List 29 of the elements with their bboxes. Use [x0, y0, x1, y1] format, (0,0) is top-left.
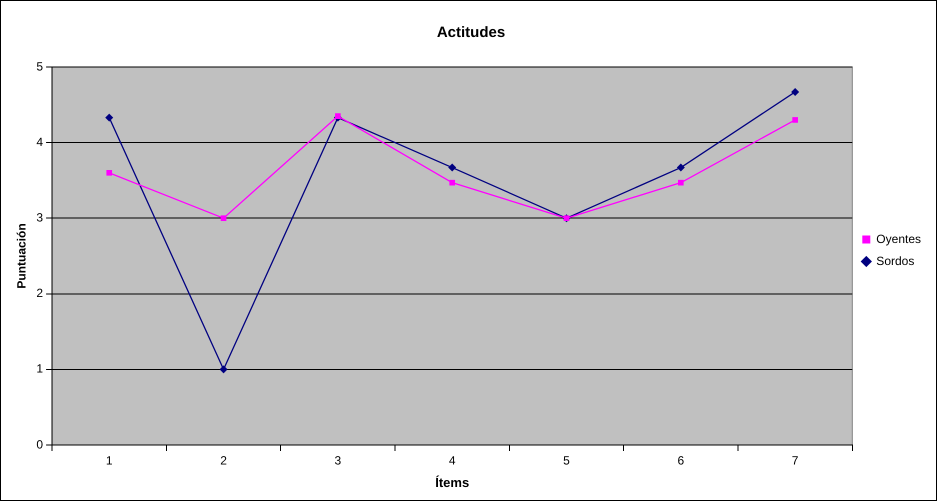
x-axis-title: Ítems	[435, 474, 470, 490]
y-tick-label: 5	[36, 59, 44, 74]
x-tick-label: 4	[448, 454, 456, 468]
point	[676, 164, 685, 172]
x-tick-label: 7	[792, 454, 799, 468]
y-tick-label: 1	[36, 362, 44, 376]
point	[220, 365, 228, 374]
point	[106, 170, 112, 176]
point	[791, 88, 800, 96]
point	[678, 180, 684, 186]
y-tick-label: 4	[36, 134, 44, 149]
y-tick-label: 2	[36, 286, 44, 300]
y-axis-title: Puntuación	[14, 223, 29, 289]
point	[335, 113, 341, 119]
x-tick-label: 2	[220, 454, 228, 468]
legend-label: Sordos	[876, 254, 914, 268]
x-tick-label: 1	[106, 454, 113, 468]
y-tick-label: 0	[36, 437, 44, 452]
point	[448, 164, 456, 172]
point	[449, 180, 456, 186]
point	[792, 117, 798, 123]
point	[105, 114, 114, 122]
point	[220, 215, 226, 222]
y-tick-label: 3	[36, 210, 44, 225]
legend-label: Oyentes	[876, 232, 922, 246]
x-tick-label: 6	[677, 454, 684, 468]
x-tick-label: 5	[563, 454, 570, 468]
chart-title: Actitudes	[436, 24, 506, 42]
x-tick-label: 3	[334, 454, 342, 468]
